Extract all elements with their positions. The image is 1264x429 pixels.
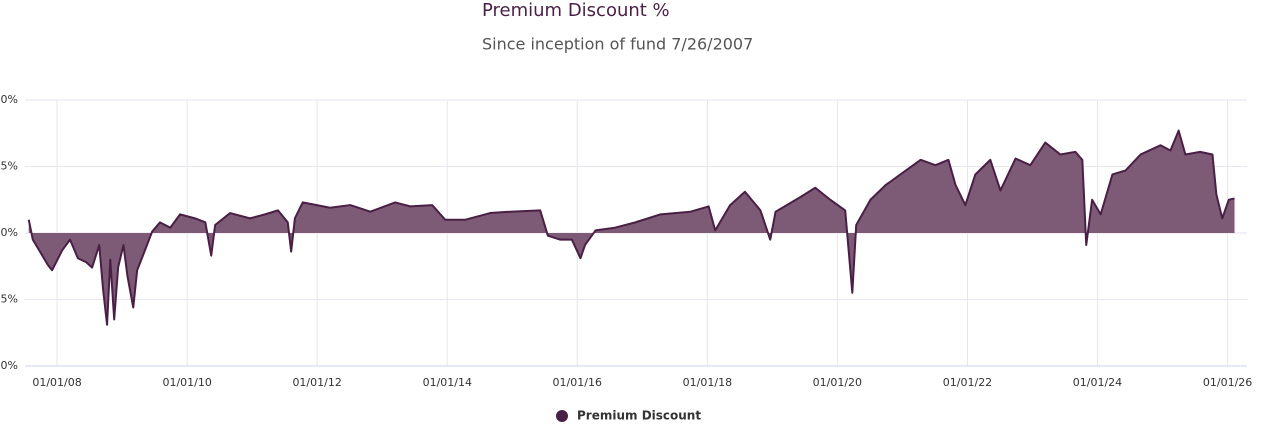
x-tick-label: 01/01/22 [943,376,992,389]
x-tick-label: 01/01/16 [553,376,602,389]
x-tick-label: 01/01/24 [1073,376,1122,389]
x-tick-label: 01/01/12 [292,376,341,389]
y-tick-label: 10% [0,93,18,106]
legend-label: Premium Discount [577,409,701,423]
legend-marker [556,410,568,422]
area [28,130,1235,325]
x-tick-label: 01/01/18 [683,376,732,389]
x-tick-label: 01/01/20 [813,376,862,389]
y-tick-label: -5% [0,293,18,306]
y-tick-label: 0% [1,226,18,239]
line [27,129,1235,326]
x-tick-label: 01/01/26 [1203,376,1252,389]
chart-title: Premium Discount % [482,0,670,21]
y-tick-label: 5% [1,160,18,173]
chart-subtitle: Since inception of fund 7/26/2007 [482,35,753,54]
x-tick-label: 01/01/14 [423,376,472,389]
x-tick-label: 01/01/08 [32,376,81,389]
y-tick-label: -10% [0,359,18,372]
x-tick-label: 01/01/10 [162,376,211,389]
